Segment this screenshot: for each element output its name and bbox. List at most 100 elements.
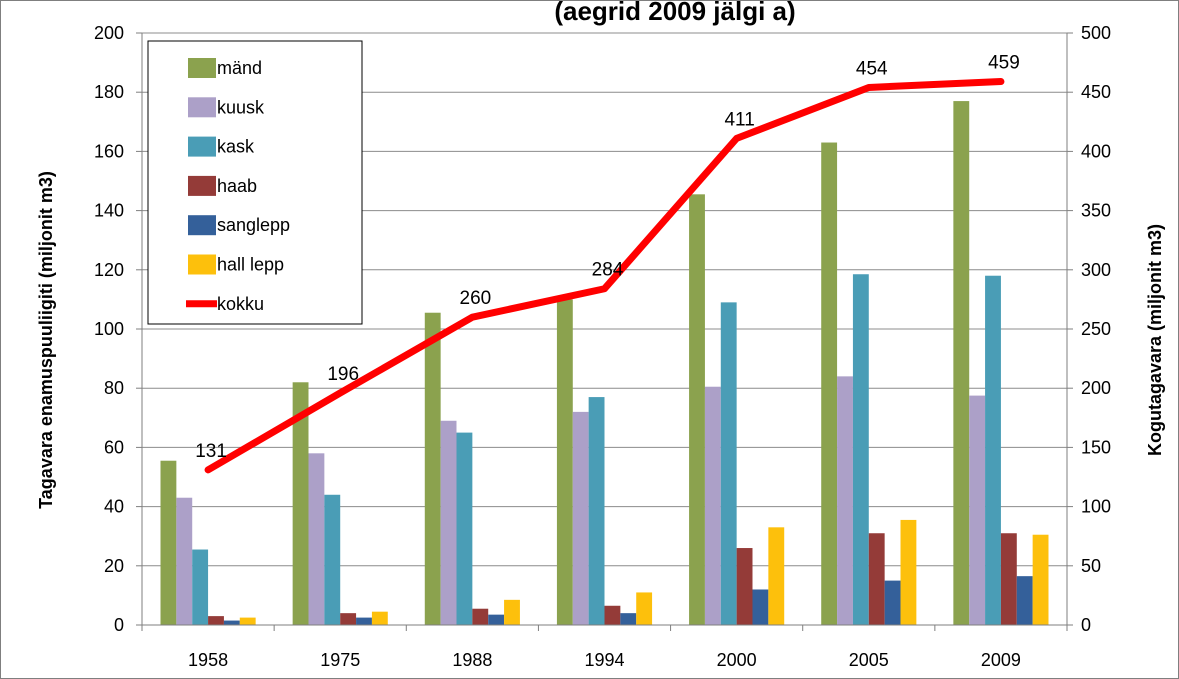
legend-swatch: [188, 58, 216, 78]
bar: [208, 616, 224, 625]
bar: [720, 302, 737, 625]
bar: [308, 453, 325, 625]
bar: [456, 432, 473, 625]
bar: [620, 613, 637, 625]
left-tick-label: 20: [104, 556, 124, 576]
left-tick-label: 120: [94, 260, 124, 280]
legend-label: hall lepp: [217, 255, 284, 275]
legend: mänd kuusk kask haab sanglepp hall lepp kokku: [147, 40, 363, 325]
right-tick-label: 200: [1081, 378, 1111, 398]
bar: [192, 549, 209, 625]
right-tick-label: 350: [1081, 201, 1111, 221]
legend-label: haab: [217, 176, 257, 196]
total-data-label: 454: [856, 58, 888, 79]
bar: [752, 589, 769, 625]
left-tick-label: 160: [94, 141, 124, 161]
legend-label: kokku: [217, 294, 264, 314]
left-tick-label: 180: [94, 82, 124, 102]
category-ticks: 1958 1975 1988 1994 2000 2005 2009: [188, 650, 1021, 670]
left-tick-label: 140: [94, 201, 124, 221]
y2-axis-title: Kogutagavara (miljonit m3): [1145, 224, 1165, 456]
category-label: 2009: [981, 650, 1021, 670]
bar: [239, 617, 256, 625]
right-tick-label: 300: [1081, 260, 1111, 280]
total-data-label: 196: [327, 364, 359, 385]
right-tick-label: 450: [1081, 82, 1111, 102]
y-axis-title: Tagavara enamuspuuliigiti (miljonit m3): [36, 171, 56, 509]
total-line-layer: 131 196 260 284 411 454 459: [195, 53, 1020, 474]
total-data-label: 260: [460, 288, 492, 309]
bar: [1000, 533, 1017, 625]
category-label: 2000: [717, 650, 757, 670]
right-tick-label: 50: [1081, 556, 1101, 576]
bar: [704, 386, 721, 625]
category-label: 1994: [584, 650, 624, 670]
bar: [472, 608, 489, 625]
bar: [837, 376, 853, 625]
legend-label: sanglepp: [217, 215, 290, 235]
bar: [340, 613, 357, 625]
total-data-label: 131: [195, 441, 227, 462]
chart-title: (aegrid 2009 jälgi a): [554, 0, 795, 26]
total-data-label: 459: [988, 53, 1020, 74]
legend-label: kuusk: [217, 97, 265, 117]
legend-label: kask: [217, 137, 255, 157]
bar: [868, 533, 885, 625]
total-data-label: 411: [724, 109, 754, 130]
bar: [223, 620, 240, 625]
bar: [292, 382, 309, 625]
category-label: 1988: [452, 650, 492, 670]
bar: [900, 519, 917, 625]
category-label: 1975: [320, 650, 360, 670]
left-tick-label: 60: [104, 437, 124, 457]
bar: [424, 312, 441, 625]
bar: [636, 592, 653, 625]
legend-swatch: [188, 97, 216, 118]
bars: [160, 101, 1049, 625]
bar: [356, 617, 372, 625]
bar: [821, 142, 838, 625]
left-axis-ticks: 0 20 40 60 80 100 120 140 160 180 200: [94, 23, 124, 635]
right-tick-label: 100: [1081, 497, 1111, 517]
legend-swatch: [188, 215, 216, 236]
bar: [488, 614, 505, 625]
right-tick-label: 500: [1081, 23, 1111, 43]
legend-label: mänd: [217, 58, 262, 78]
left-tick-label: 40: [104, 497, 124, 517]
bar: [953, 101, 970, 625]
axes: [136, 32, 1073, 631]
bar: [572, 411, 589, 625]
left-tick-label: 200: [94, 23, 124, 43]
left-tick-label: 80: [104, 378, 124, 398]
bar: [969, 395, 986, 625]
bar: [884, 580, 901, 625]
bar: [768, 527, 785, 625]
legend-swatch: [188, 175, 216, 196]
right-tick-label: 250: [1081, 319, 1111, 339]
bar: [324, 494, 341, 625]
legend-box: [147, 40, 363, 325]
bar: [588, 397, 605, 625]
bar: [160, 460, 177, 625]
left-tick-label: 100: [94, 319, 124, 339]
bar: [985, 275, 1001, 625]
right-tick-label: 150: [1081, 437, 1111, 457]
legend-swatch: [188, 136, 216, 157]
right-tick-label: 0: [1081, 615, 1091, 635]
bar: [852, 274, 869, 625]
total-line: [204, 78, 1005, 474]
total-data-label: 284: [592, 260, 624, 281]
bar: [736, 548, 753, 625]
legend-swatch: [188, 254, 216, 275]
right-axis-ticks: 0 50 100 150 200 250 300 350 400 450 500: [1081, 23, 1111, 635]
bar: [1032, 534, 1049, 625]
bar: [1016, 576, 1033, 625]
bar: [556, 299, 573, 625]
bar: [176, 497, 193, 625]
category-label: 2005: [849, 650, 889, 670]
left-tick-label: 0: [114, 615, 124, 635]
category-label: 1958: [188, 650, 228, 670]
bar: [504, 599, 520, 625]
bar: [689, 194, 705, 625]
bar: [371, 611, 388, 625]
